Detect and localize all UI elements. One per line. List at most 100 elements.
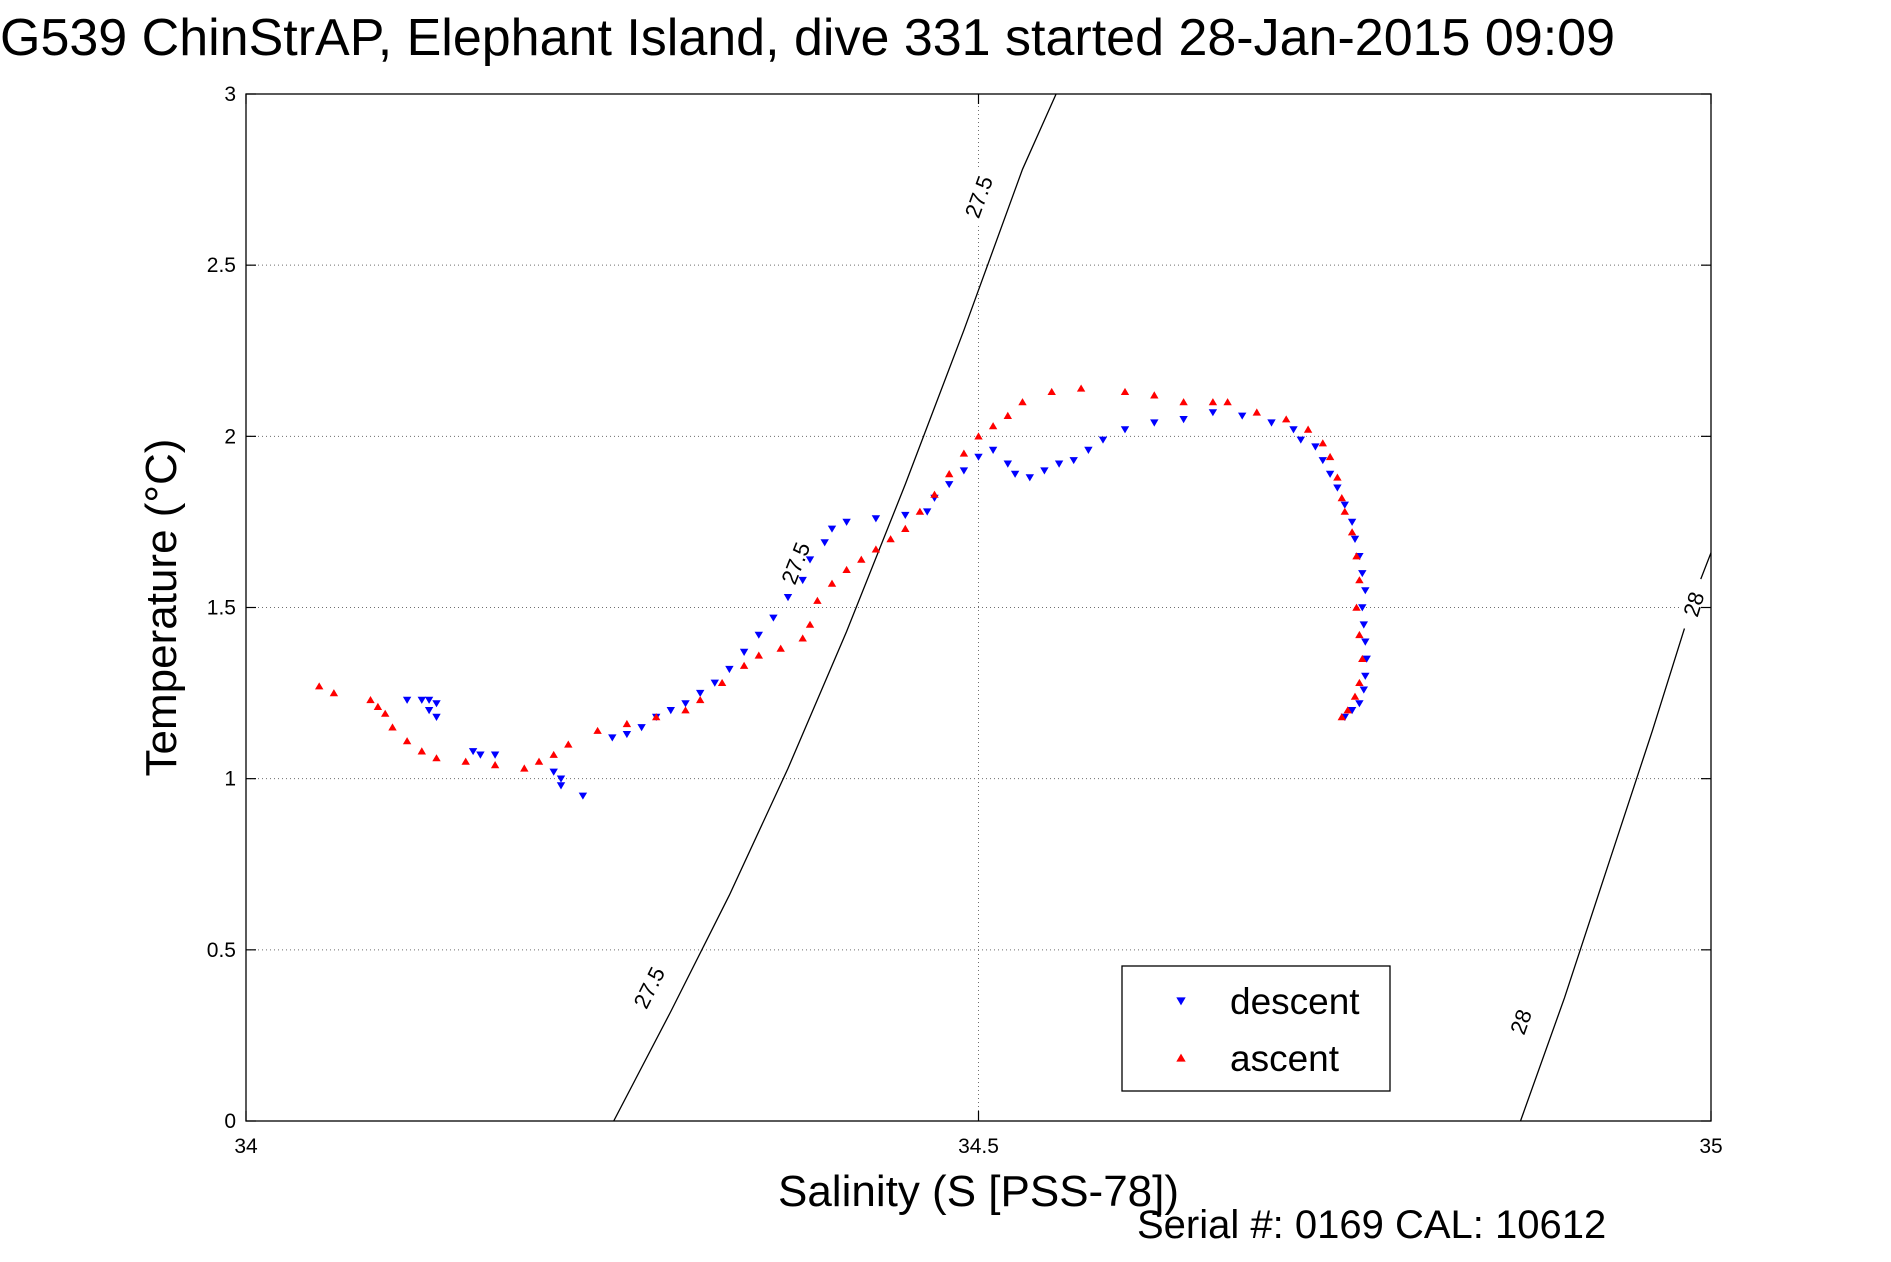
descent-point bbox=[1361, 672, 1370, 680]
legend-ascent-marker bbox=[1176, 1053, 1186, 1062]
descent-point bbox=[490, 751, 500, 759]
y-axis-label: Temperature (°C) bbox=[137, 439, 186, 777]
descent-point bbox=[578, 792, 588, 800]
descent-point bbox=[1208, 409, 1218, 417]
descent-point bbox=[710, 679, 719, 687]
descent-point bbox=[681, 700, 690, 708]
descent-point bbox=[1179, 415, 1188, 424]
ascent-point bbox=[1120, 387, 1130, 396]
descent-point bbox=[754, 631, 764, 639]
ascent-point bbox=[1343, 706, 1352, 714]
contour-label: 27.5 bbox=[960, 172, 998, 221]
descent-point bbox=[842, 518, 851, 526]
descent-point bbox=[783, 594, 793, 602]
y-tick-label: 0.5 bbox=[207, 939, 236, 962]
ascent-point bbox=[651, 713, 661, 721]
ascent-point bbox=[739, 661, 749, 669]
ascent-point bbox=[366, 696, 375, 704]
ascent-point bbox=[1018, 398, 1027, 406]
descent-point bbox=[556, 775, 566, 783]
ascent-point bbox=[1355, 576, 1364, 584]
ascent-point bbox=[1003, 411, 1012, 420]
ascent-point bbox=[1252, 408, 1261, 416]
descent-point bbox=[476, 751, 485, 759]
ascent-point bbox=[974, 432, 983, 440]
ascent-point bbox=[776, 644, 785, 652]
descent-point bbox=[769, 614, 778, 622]
descent-point bbox=[432, 713, 441, 721]
x-tick-label: 34.5 bbox=[958, 1135, 999, 1158]
ascent-point bbox=[988, 422, 998, 430]
ascent-point bbox=[695, 696, 705, 704]
descent-point bbox=[1325, 470, 1335, 478]
x-axis-label: Salinity (S [PSS-78]) bbox=[778, 1167, 1179, 1216]
descent-point bbox=[725, 665, 734, 674]
descent-point bbox=[622, 731, 632, 739]
ascent-point bbox=[798, 634, 807, 642]
x-tick-label: 34 bbox=[234, 1135, 258, 1158]
ascent-point bbox=[754, 651, 764, 659]
y-tick-label: 0 bbox=[224, 1110, 236, 1133]
descent-point bbox=[556, 782, 566, 790]
ascent-point bbox=[842, 565, 851, 573]
descent-point bbox=[1267, 419, 1276, 427]
ascent-point bbox=[1303, 425, 1313, 433]
ascent-point bbox=[1355, 630, 1364, 639]
ascent-point bbox=[1337, 713, 1347, 721]
y-tick-label: 2 bbox=[224, 425, 236, 448]
descent-point bbox=[974, 453, 983, 461]
descent-point bbox=[1010, 470, 1020, 478]
ascent-point bbox=[1325, 452, 1335, 461]
contour-label-bg bbox=[774, 534, 817, 592]
descent-point bbox=[798, 576, 807, 585]
descent-point bbox=[1150, 419, 1159, 427]
descent-point bbox=[1355, 700, 1364, 708]
descent-point bbox=[1120, 426, 1130, 434]
descent-point bbox=[820, 539, 829, 547]
ascent-point bbox=[959, 449, 969, 457]
legend-descent-marker bbox=[1176, 997, 1186, 1006]
ascent-point bbox=[1358, 654, 1367, 662]
x-tick-label: 35 bbox=[1699, 1135, 1722, 1158]
descent-point bbox=[1333, 484, 1342, 492]
descent-point bbox=[1098, 436, 1108, 444]
descent-point bbox=[608, 734, 617, 742]
descent-point bbox=[1084, 446, 1093, 454]
ascent-point bbox=[1352, 603, 1361, 611]
descent-point bbox=[1362, 655, 1371, 663]
ascent-point bbox=[901, 524, 910, 532]
descent-point bbox=[1311, 443, 1320, 451]
descent-point bbox=[1350, 535, 1360, 543]
descent-point bbox=[1361, 587, 1370, 595]
descent-point bbox=[1347, 707, 1357, 715]
descent-point bbox=[944, 481, 954, 489]
ascent-point bbox=[1223, 398, 1232, 406]
ascent-point bbox=[1352, 552, 1361, 560]
ascent-point bbox=[1355, 678, 1364, 686]
ascent-point bbox=[1179, 398, 1188, 406]
descent-point bbox=[695, 689, 705, 697]
ascent-point bbox=[681, 706, 690, 714]
ascent-point bbox=[534, 757, 544, 765]
descent-point bbox=[666, 707, 675, 715]
descent-point bbox=[1054, 460, 1064, 468]
ascent-point bbox=[1150, 391, 1159, 399]
ascent-point bbox=[1333, 473, 1342, 481]
ascent-point bbox=[549, 750, 558, 758]
descent-point bbox=[1318, 457, 1328, 465]
descent-point bbox=[424, 707, 434, 715]
descent-point bbox=[1289, 426, 1298, 434]
ascent-point bbox=[314, 682, 324, 690]
contour-label-bg bbox=[1500, 993, 1541, 1051]
ascent-point bbox=[490, 761, 500, 769]
ascent-point bbox=[1350, 692, 1360, 700]
legend-descent-label: descent bbox=[1230, 981, 1360, 1022]
descent-point bbox=[805, 556, 815, 564]
descent-point bbox=[1340, 501, 1349, 509]
descent-point bbox=[1361, 638, 1370, 646]
descent-point bbox=[468, 748, 478, 756]
serial-cal-label: Serial #: 0169 CAL: 10612 bbox=[1137, 1203, 1607, 1247]
descent-point bbox=[988, 446, 998, 454]
